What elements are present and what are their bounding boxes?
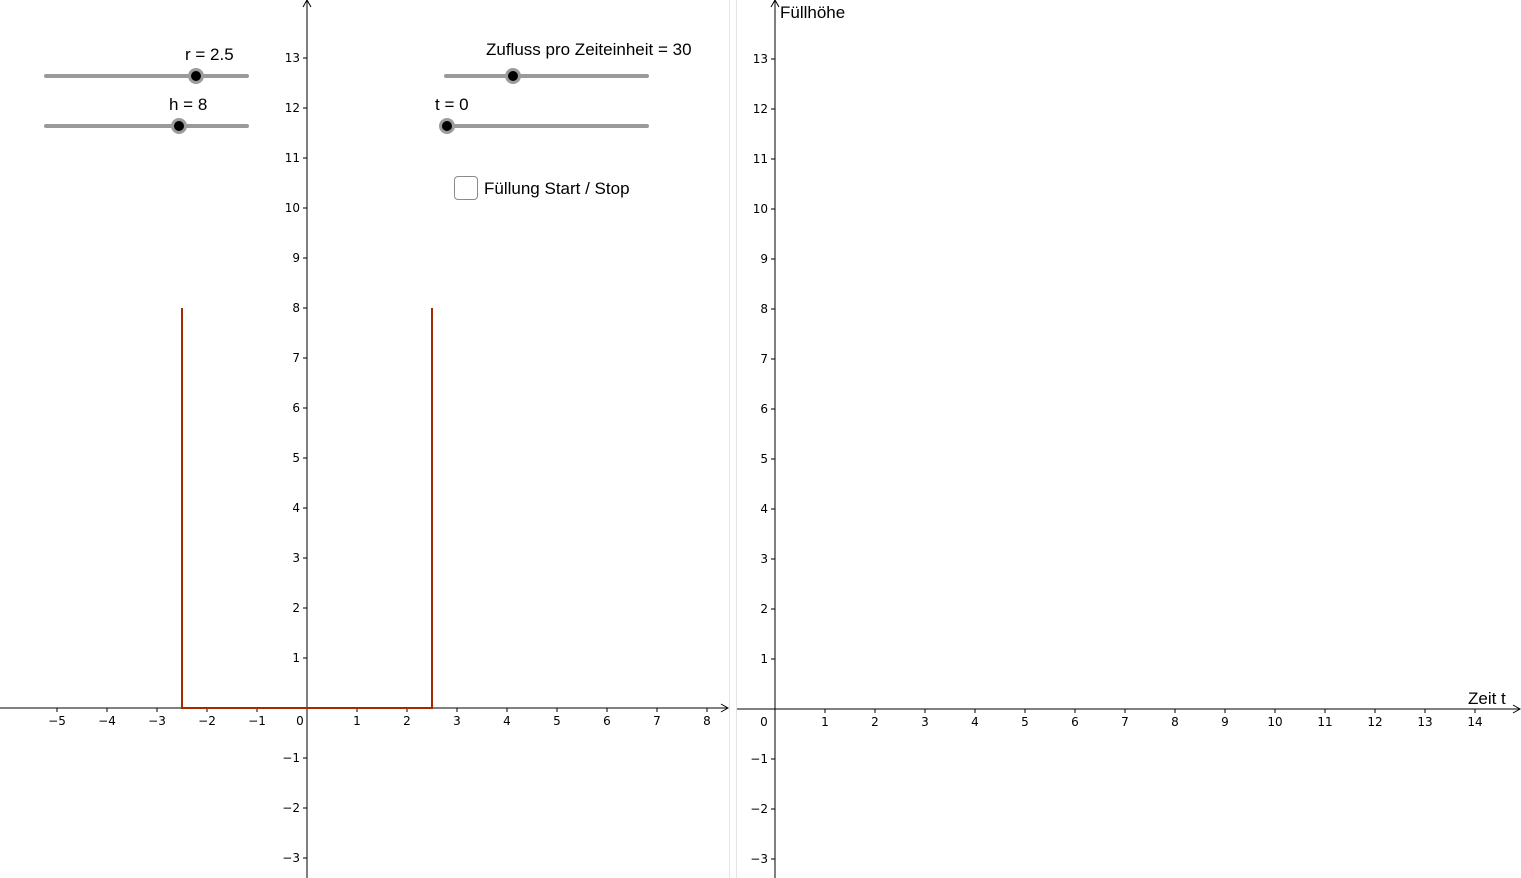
y-tick-label: −3 (282, 851, 300, 865)
x-tick-label: 0 (760, 715, 768, 729)
y-tick-label: 5 (292, 451, 300, 465)
x-tick-label: 0 (296, 714, 304, 728)
x-tick-label: 8 (1171, 715, 1179, 729)
y-tick-label: 6 (760, 402, 768, 416)
y-tick-label: −2 (282, 801, 300, 815)
x-tick-label: −2 (198, 714, 216, 728)
y-tick-label: 10 (753, 202, 768, 216)
slider-t-track[interactable] (444, 124, 649, 128)
y-tick-label: 3 (760, 552, 768, 566)
fill-start-stop-checkbox[interactable] (454, 176, 478, 200)
y-tick-label: 1 (292, 651, 300, 665)
graphics-view-left[interactable]: −5 −4 −3 −2 −1 0 1 2 3 4 5 6 7 8 13 12 11 10 9 8 7 6 5 4 3 2 1 −1 −2… (0, 0, 729, 878)
x-tick-label: 11 (1317, 715, 1332, 729)
slider-t-knob[interactable] (439, 118, 455, 134)
cylinder-cross-section (181, 308, 433, 709)
y-tick-label: 4 (760, 502, 768, 516)
y-axis-title: Füllhöhe (780, 3, 846, 22)
x-tick-label: 1 (821, 715, 829, 729)
y-tick-label: −2 (750, 802, 768, 816)
slider-zufluss-label: Zufluss pro Zeiteinheit = 30 (486, 40, 692, 59)
y-tick-label: 12 (753, 102, 768, 116)
y-tick-label: 10 (285, 201, 300, 215)
slider-r-label: r = 2.5 (185, 45, 234, 64)
y-tick-label: 11 (285, 151, 300, 165)
y-tick-label: −1 (750, 752, 768, 766)
right-coordinate-system: 0 1 2 3 4 5 6 7 8 9 10 11 12 13 1413121110987654321−1−… (737, 0, 1521, 878)
slider-h-label: h = 8 (169, 95, 208, 114)
x-tick-label: −5 (48, 714, 66, 728)
slider-zufluss-knob[interactable] (505, 68, 521, 84)
x-tick-label: −1 (248, 714, 266, 728)
y-tick-label: 12 (285, 101, 300, 115)
x-axis-title: Zeit t (1468, 689, 1506, 708)
y-tick-label: 9 (292, 251, 300, 265)
x-tick-label: 6 (603, 714, 611, 728)
x-tick-label: −3 (148, 714, 166, 728)
y-axis-arrow (770, 0, 780, 8)
x-tick-label: −4 (98, 714, 116, 728)
x-tick-label: 3 (921, 715, 929, 729)
y-tick-label: 3 (292, 551, 300, 565)
x-tick-label: 3 (453, 714, 461, 728)
fill-start-stop-label[interactable]: Füllung Start / Stop (484, 179, 630, 198)
y-tick-label: 5 (760, 452, 768, 466)
slider-h-knob[interactable] (171, 118, 187, 134)
y-tick-label: 1 (760, 652, 768, 666)
x-tick-label: 10 (1267, 715, 1282, 729)
x-tick-label: 7 (1121, 715, 1129, 729)
x-tick-label: 4 (971, 715, 979, 729)
slider-r-track[interactable] (44, 74, 249, 78)
x-tick-label: 6 (1071, 715, 1079, 729)
x-tick-label: 1 (353, 714, 361, 728)
y-axis-arrow (302, 0, 312, 8)
y-tick-label: 8 (760, 302, 768, 316)
y-tick-label: 4 (292, 501, 300, 515)
y-tick-label: 9 (760, 252, 768, 266)
y-tick-label: 7 (292, 351, 300, 365)
y-tick-label: 13 (285, 51, 300, 65)
graphics-view-right[interactable]: 0 1 2 3 4 5 6 7 8 9 10 11 12 13 14 13 12 11 10 9 8 7 6 5 4 3 2 1 −1−… (737, 0, 1521, 878)
x-tick-label: 2 (403, 714, 411, 728)
y-tick-label: 8 (292, 301, 300, 315)
y-tick-label: 11 (753, 152, 768, 166)
x-axis-arrow (1512, 704, 1521, 714)
x-tick-label: 13 (1417, 715, 1432, 729)
view-splitter[interactable] (729, 0, 737, 878)
left-coordinate-system: −5 −4 −3 −2 −1 0 1 2 3 4 5 6 7 813121110987654321−1−2… (0, 0, 729, 878)
x-tick-label: 8 (703, 714, 711, 728)
slider-h-track[interactable] (44, 124, 249, 128)
slider-r-knob[interactable] (188, 68, 204, 84)
x-tick-label: 4 (503, 714, 511, 728)
slider-zufluss-track[interactable] (444, 74, 649, 78)
y-tick-label: 2 (760, 602, 768, 616)
x-tick-label: 5 (553, 714, 561, 728)
x-tick-label: 14 (1467, 715, 1482, 729)
y-tick-label: 13 (753, 52, 768, 66)
y-tick-label: −1 (282, 751, 300, 765)
x-tick-label: 2 (871, 715, 879, 729)
x-tick-label: 7 (653, 714, 661, 728)
x-tick-label: 9 (1221, 715, 1229, 729)
y-tick-label: −3 (750, 852, 768, 866)
y-tick-label: 6 (292, 401, 300, 415)
y-tick-label: 7 (760, 352, 768, 366)
x-tick-label: 5 (1021, 715, 1029, 729)
x-axis-arrow (720, 703, 729, 713)
x-tick-label: 12 (1367, 715, 1382, 729)
slider-t-label: t = 0 (435, 95, 469, 114)
y-tick-label: 2 (292, 601, 300, 615)
